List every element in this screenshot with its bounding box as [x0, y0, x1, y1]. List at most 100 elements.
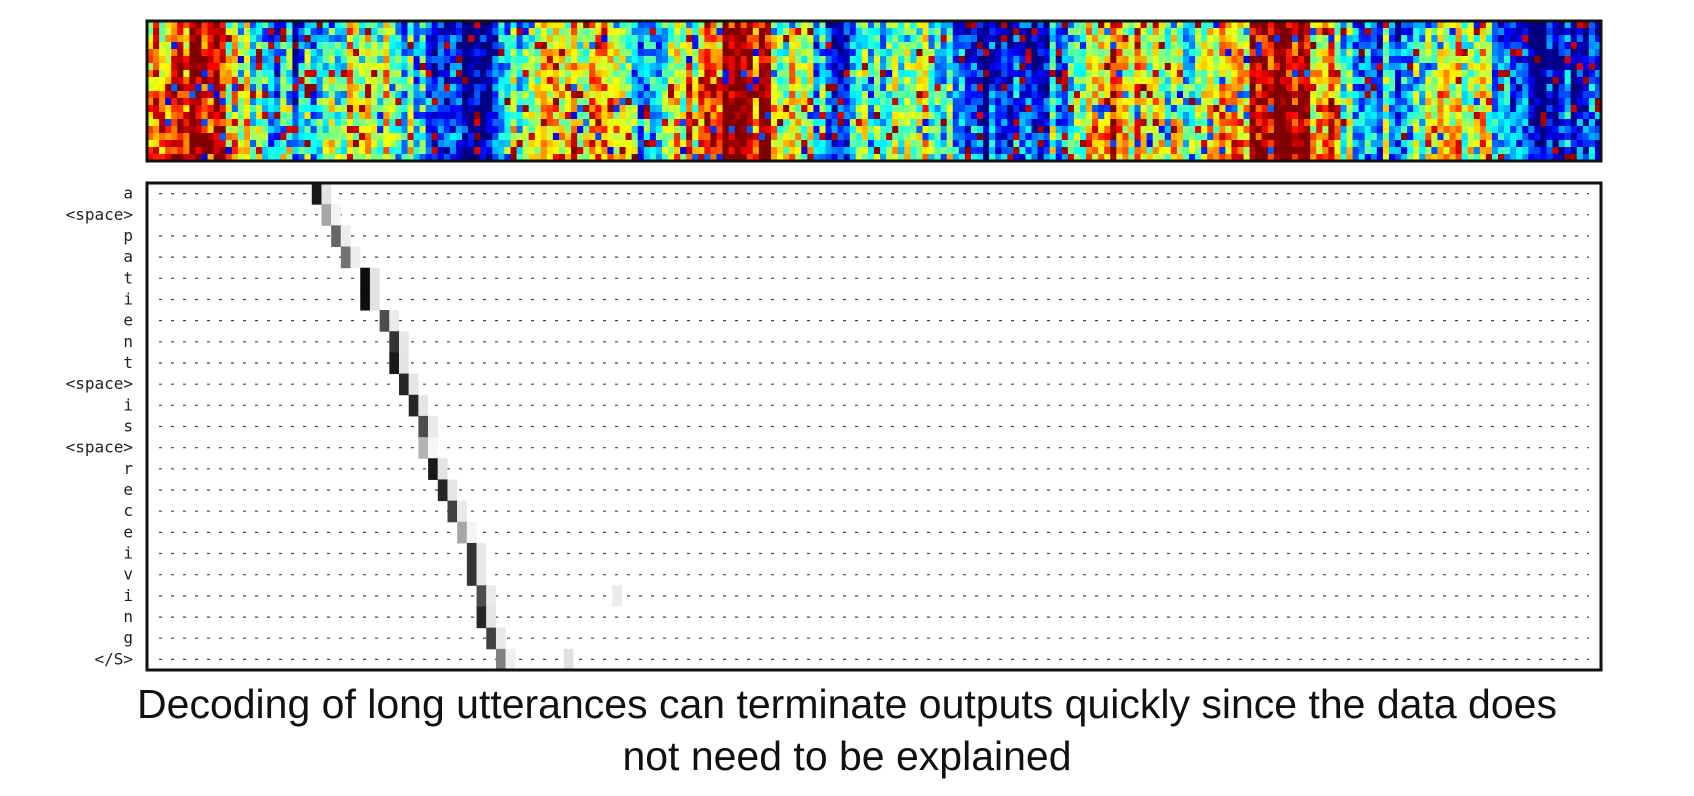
spectrogram-cell [443, 35, 451, 43]
spectrogram-cell [1516, 56, 1523, 64]
spectrogram-cell [1443, 133, 1451, 141]
spectrogram-cell [1170, 119, 1178, 127]
spectrogram-cell [1158, 154, 1166, 162]
spectrogram-cell [389, 56, 396, 64]
spectrogram-cell [952, 147, 960, 155]
spectrogram-cell [934, 140, 942, 148]
spectrogram-cell [1498, 35, 1505, 43]
spectrogram-cell [1098, 84, 1105, 92]
spectrogram-cell [898, 105, 905, 113]
spectrogram-cell [898, 21, 905, 29]
spectrogram-cell [1079, 63, 1087, 71]
spectrogram-cell [928, 63, 936, 71]
spectrogram-cell [1498, 98, 1505, 106]
spectrogram-cell [1534, 35, 1542, 43]
spectrogram-cell [601, 112, 609, 120]
spectrogram-cell [510, 126, 518, 134]
spectrogram-cell [1510, 98, 1517, 106]
spectrogram-cell [825, 126, 833, 134]
spectrogram-cell [474, 154, 481, 162]
spectrogram-cell [958, 105, 966, 113]
spectrogram-cell [1407, 70, 1414, 78]
spectrogram-cell [989, 119, 996, 127]
spectrogram-cell [595, 56, 602, 64]
spectrogram-cell [492, 28, 499, 36]
spectrogram-cell [898, 112, 905, 120]
spectrogram-cell [1316, 91, 1323, 99]
spectrogram-cell [243, 112, 251, 120]
spectrogram-cell [195, 98, 203, 106]
spectrogram-cell [1073, 84, 1081, 92]
spectrogram-cell [1116, 140, 1123, 148]
spectrogram-cell [1176, 56, 1184, 64]
y-tick-label: </S> [94, 649, 133, 668]
attention-cell [466, 564, 477, 586]
spectrogram-cell [1564, 56, 1572, 64]
spectrogram-cell [771, 70, 778, 78]
spectrogram-cell [843, 119, 851, 127]
spectrogram-cell [783, 91, 790, 99]
spectrogram-cell [1382, 35, 1390, 43]
spectrogram-cell [159, 119, 166, 127]
spectrogram-cell [431, 63, 439, 71]
spectrogram-cell [1316, 154, 1323, 162]
spectrogram-cell [316, 63, 324, 71]
spectrogram-cell [1473, 112, 1481, 120]
spectrogram-cell [801, 133, 808, 141]
spectrogram-cell [1164, 49, 1172, 57]
spectrogram-cell [1001, 91, 1008, 99]
spectrogram-cell [383, 84, 390, 92]
spectrogram-cell [1534, 56, 1542, 64]
spectrogram-cell [1425, 154, 1432, 162]
spectrogram-cell [970, 91, 978, 99]
spectrogram-cell [1128, 35, 1136, 43]
spectrogram-cell [837, 154, 845, 162]
spectrogram-cell [777, 147, 784, 155]
spectrogram-cell [1225, 56, 1233, 64]
spectrogram-cell [195, 84, 203, 92]
spectrogram-cell [510, 70, 518, 78]
spectrogram-cell [1134, 28, 1142, 36]
spectrogram-cell [189, 84, 197, 92]
spectrogram-cell [1504, 63, 1511, 71]
spectrogram-cell [286, 133, 293, 141]
spectrogram-cell [1364, 42, 1372, 50]
spectrogram-cell [243, 126, 251, 134]
spectrogram-cell [649, 56, 657, 64]
spectrogram-cell [558, 49, 566, 57]
spectrogram-cell [359, 98, 366, 106]
spectrogram-cell [1594, 133, 1602, 141]
spectrogram-cell [752, 28, 760, 36]
spectrogram-cell [437, 35, 445, 43]
spectrogram-cell [795, 126, 802, 134]
spectrogram-cell [1485, 49, 1493, 57]
spectrogram-cell [1588, 56, 1596, 64]
spectrogram-cell [389, 140, 396, 148]
spectrogram-cell [552, 91, 560, 99]
spectrogram-cell [964, 70, 972, 78]
spectrogram-cell [995, 133, 1002, 141]
spectrogram-cell [1485, 126, 1493, 134]
spectrogram-cell [1225, 35, 1233, 43]
spectrogram-cell [1110, 49, 1117, 57]
spectrogram-cell [698, 133, 705, 141]
spectrogram-cell [1104, 140, 1111, 148]
spectrogram-cell [455, 21, 463, 29]
spectrogram-cell [1352, 147, 1360, 155]
spectrogram-cell [1176, 105, 1184, 113]
spectrogram-cell [1443, 49, 1451, 57]
spectrogram-cell [359, 70, 366, 78]
spectrogram-cell [462, 133, 469, 141]
spectrogram-cell [698, 154, 705, 162]
spectrogram-cell [528, 21, 536, 29]
spectrogram-cell [1067, 105, 1075, 113]
spectrogram-cell [1086, 98, 1093, 106]
spectrogram-cell [1370, 77, 1378, 85]
spectrogram-cell [413, 133, 421, 141]
spectrogram-cell [867, 119, 875, 127]
spectrogram-cell [983, 49, 990, 57]
spectrogram-cell [183, 112, 191, 120]
spectrogram-cell [419, 91, 427, 99]
spectrogram-cell [1552, 63, 1560, 71]
spectrogram-cell [540, 147, 548, 155]
